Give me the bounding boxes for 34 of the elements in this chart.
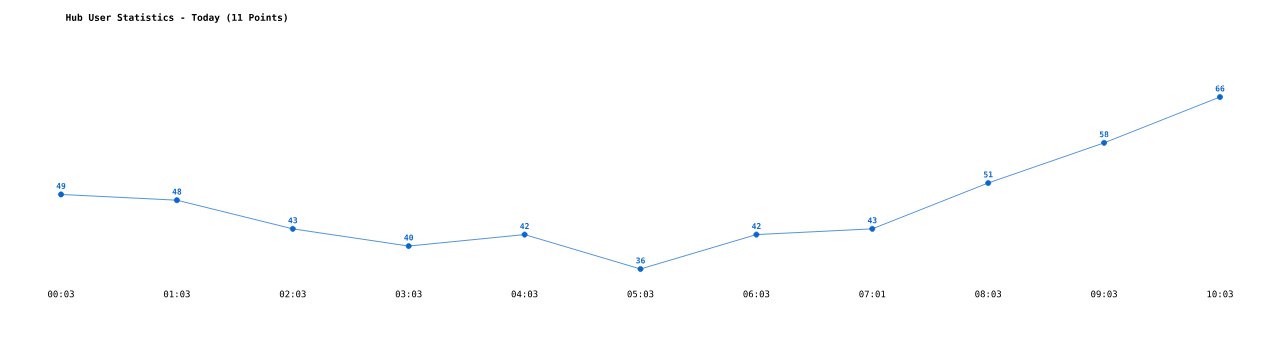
point bbox=[521, 231, 528, 238]
x-tick-label: 01:03 bbox=[163, 290, 190, 298]
point bbox=[289, 225, 296, 232]
x-tick-label: 05:03 bbox=[627, 290, 654, 298]
data-label: 43 bbox=[288, 217, 298, 224]
x-tick-label: 07:01 bbox=[859, 290, 886, 298]
data-label: 58 bbox=[1099, 131, 1109, 138]
x-tick-label: 04:03 bbox=[511, 290, 538, 298]
data-label: 48 bbox=[172, 188, 182, 195]
data-label: 43 bbox=[867, 217, 877, 224]
x-tick-label: 08:03 bbox=[975, 290, 1002, 298]
data-label: 66 bbox=[1215, 85, 1225, 92]
data-label: 42 bbox=[520, 223, 529, 230]
point bbox=[869, 225, 876, 232]
data-label: 51 bbox=[983, 171, 993, 178]
point bbox=[58, 191, 64, 198]
point bbox=[1101, 139, 1108, 146]
data-label: 36 bbox=[636, 257, 645, 264]
data-label: 49 bbox=[56, 182, 66, 189]
point bbox=[985, 180, 992, 186]
point bbox=[173, 197, 180, 204]
x-tick-label: 03:03 bbox=[395, 290, 422, 298]
x-tick-label: 06:03 bbox=[743, 290, 770, 298]
point bbox=[1217, 94, 1223, 100]
x-tick-label: 10:03 bbox=[1207, 290, 1233, 298]
data-label: 42 bbox=[751, 223, 761, 230]
x-tick-label: 09:03 bbox=[1091, 290, 1117, 298]
point bbox=[405, 243, 412, 249]
point bbox=[753, 231, 760, 238]
point bbox=[637, 266, 644, 272]
data-label: 40 bbox=[404, 234, 414, 241]
x-tick-label: 02:03 bbox=[279, 290, 306, 298]
chart-title: Hub User Statistics - Today (11 Points) bbox=[66, 13, 287, 23]
x-tick-label: 00:03 bbox=[48, 290, 74, 298]
